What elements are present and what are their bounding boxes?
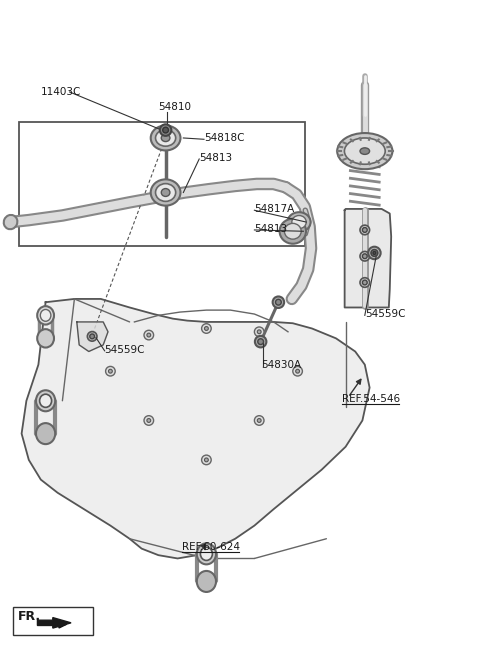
Ellipse shape — [201, 547, 212, 560]
Text: REF.54-546: REF.54-546 — [342, 394, 400, 405]
Circle shape — [254, 327, 264, 336]
Polygon shape — [345, 209, 391, 307]
Circle shape — [147, 333, 151, 337]
Circle shape — [273, 296, 284, 308]
Ellipse shape — [161, 135, 170, 142]
Text: 54817A: 54817A — [254, 204, 295, 214]
Ellipse shape — [161, 189, 170, 196]
Circle shape — [106, 367, 115, 376]
Polygon shape — [22, 299, 370, 558]
Text: 54810: 54810 — [158, 102, 192, 112]
Text: 54559C: 54559C — [365, 309, 405, 319]
Ellipse shape — [40, 309, 51, 321]
Circle shape — [204, 327, 208, 330]
Ellipse shape — [39, 394, 52, 407]
Circle shape — [87, 332, 97, 341]
Ellipse shape — [337, 133, 393, 170]
Circle shape — [362, 280, 367, 285]
Circle shape — [108, 369, 112, 373]
Ellipse shape — [37, 306, 54, 325]
Circle shape — [257, 330, 261, 334]
Ellipse shape — [151, 125, 180, 150]
Circle shape — [258, 339, 264, 344]
Circle shape — [296, 369, 300, 373]
Text: 11403C: 11403C — [41, 87, 81, 97]
Text: 54818C: 54818C — [204, 133, 244, 143]
Circle shape — [160, 124, 171, 136]
Circle shape — [163, 127, 168, 133]
Circle shape — [90, 334, 95, 339]
Text: REF.60-624: REF.60-624 — [182, 542, 240, 553]
Circle shape — [373, 252, 376, 254]
Ellipse shape — [37, 329, 54, 348]
Circle shape — [293, 367, 302, 376]
Text: 54813: 54813 — [199, 152, 232, 163]
Ellipse shape — [360, 148, 370, 154]
Ellipse shape — [36, 423, 55, 444]
Circle shape — [362, 227, 367, 233]
Circle shape — [204, 458, 208, 462]
Circle shape — [257, 419, 261, 422]
Circle shape — [144, 416, 154, 425]
Circle shape — [147, 419, 151, 422]
Circle shape — [255, 336, 266, 348]
Bar — [13, 607, 94, 635]
Ellipse shape — [36, 390, 55, 411]
Circle shape — [254, 416, 264, 425]
Text: 54559C: 54559C — [105, 344, 145, 355]
Text: 54830A: 54830A — [262, 359, 302, 370]
Circle shape — [360, 278, 370, 287]
Text: 54813: 54813 — [254, 223, 288, 234]
Ellipse shape — [284, 223, 301, 239]
Polygon shape — [77, 322, 108, 351]
Ellipse shape — [197, 571, 216, 592]
Ellipse shape — [345, 138, 385, 164]
Circle shape — [371, 250, 378, 256]
Ellipse shape — [4, 215, 17, 229]
Polygon shape — [37, 618, 71, 628]
Circle shape — [368, 247, 381, 259]
Circle shape — [276, 300, 281, 305]
Text: FR.: FR. — [18, 610, 41, 623]
Circle shape — [144, 330, 154, 340]
Circle shape — [202, 324, 211, 333]
Circle shape — [360, 252, 370, 261]
Ellipse shape — [151, 179, 180, 206]
Circle shape — [202, 455, 211, 464]
Ellipse shape — [197, 543, 216, 564]
Circle shape — [362, 254, 367, 259]
Circle shape — [360, 225, 370, 235]
Ellipse shape — [156, 183, 176, 201]
Ellipse shape — [279, 219, 306, 244]
Ellipse shape — [288, 212, 311, 232]
Ellipse shape — [292, 215, 306, 229]
Bar — [19, 122, 305, 246]
Ellipse shape — [156, 130, 176, 147]
